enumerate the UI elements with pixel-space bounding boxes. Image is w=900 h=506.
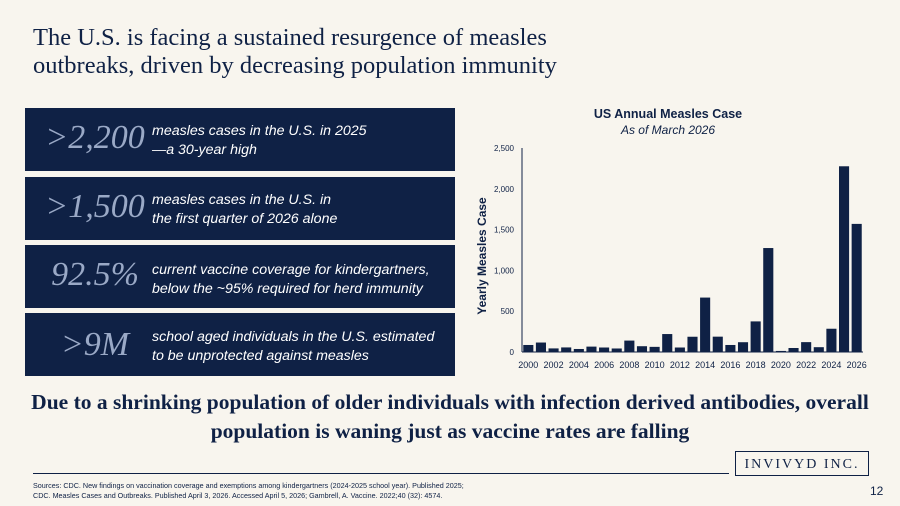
stat-card-unprotected: >9M school aged individuals in the U.S. … xyxy=(25,313,455,376)
stat-card-vaccine-coverage: 92.5% current vaccine coverage for kinde… xyxy=(25,245,455,308)
bar-2023 xyxy=(813,347,824,352)
bar-2012 xyxy=(674,347,685,352)
stat-description-line1: measles cases in the U.S. in 2025 xyxy=(152,123,367,139)
y-tick-label: 500 xyxy=(501,307,515,316)
bar-2024 xyxy=(826,328,837,352)
stat-description-line2: below the ~95% required for herd immunit… xyxy=(152,281,423,297)
y-axis-label: Yearly Measles Case xyxy=(475,197,489,315)
x-tick-label: 2024 xyxy=(821,360,841,370)
bar-2011 xyxy=(662,334,673,352)
bar-2003 xyxy=(561,347,572,352)
stat-description-line1: current vaccine coverage for kindergartn… xyxy=(152,262,430,278)
y-tick-label: 2,000 xyxy=(494,185,515,194)
sources-line1: Sources: CDC. New findings on vaccinatio… xyxy=(33,481,464,490)
x-tick-label: 2016 xyxy=(720,360,740,370)
stat-description-line2: —a 30-year high xyxy=(152,142,257,158)
bar-2014 xyxy=(700,297,711,352)
bar-2008 xyxy=(624,340,635,352)
headline: Due to a shrinking population of older i… xyxy=(31,390,869,443)
bar-2021 xyxy=(788,348,799,352)
stat-value: >9M xyxy=(60,326,130,363)
bar-2005 xyxy=(586,346,597,352)
page-title: The U.S. is facing a sustained resurgenc… xyxy=(33,24,557,79)
bar-2004 xyxy=(573,348,584,352)
stat-description-line1: measles cases in the U.S. in xyxy=(152,192,331,208)
stat-description-line2: the first quarter of 2026 alone xyxy=(152,211,338,227)
stat-description-line1: school aged individuals in the U.S. esti… xyxy=(152,329,435,345)
stat-value: >2,200 xyxy=(45,119,145,156)
x-tick-label: 2000 xyxy=(518,360,538,370)
stat-value: 92.5% xyxy=(51,256,139,293)
stat-description: school aged individuals in the U.S. esti… xyxy=(152,328,434,366)
bar-2007 xyxy=(611,348,622,352)
stat-description: measles cases in the U.S. in 2025 —a 30-y… xyxy=(152,122,367,160)
x-tick-label: 2026 xyxy=(847,360,867,370)
bar-2016 xyxy=(725,344,736,352)
y-tick-label: 2,500 xyxy=(494,144,515,153)
sources-footnote: Sources: CDC. New findings on vaccinatio… xyxy=(33,481,464,501)
x-tick-label: 2018 xyxy=(746,360,766,370)
x-tick-label: 2020 xyxy=(771,360,791,370)
y-tick-label: 1,500 xyxy=(494,226,515,235)
stat-card-2025-cases: >2,200 measles cases in the U.S. in 2025… xyxy=(25,108,455,171)
company-logo: INVIVYD INC. xyxy=(735,451,869,476)
chart-title: US Annual Measles Case xyxy=(594,107,742,121)
bar-2015 xyxy=(712,336,723,352)
x-tick-label: 2012 xyxy=(670,360,690,370)
bar-2020 xyxy=(775,350,786,352)
bar-2000 xyxy=(523,344,534,352)
stat-description: current vaccine coverage for kindergartn… xyxy=(152,261,430,299)
bar-2022 xyxy=(801,342,812,352)
bar-2026 xyxy=(851,223,862,352)
sources-line2: CDC. Measles Cases and Outbreaks. Publis… xyxy=(33,491,443,500)
page-number: 12 xyxy=(870,484,884,498)
bar-2013 xyxy=(687,336,698,352)
bar-2018 xyxy=(750,321,761,352)
y-tick-label: 0 xyxy=(510,348,515,357)
x-tick-label: 2002 xyxy=(544,360,564,370)
bar-2001 xyxy=(535,342,546,352)
bar-2009 xyxy=(636,346,648,352)
stat-value: >1,500 xyxy=(45,188,145,225)
bar-2025 xyxy=(839,166,850,352)
footer-divider xyxy=(33,473,729,474)
x-tick-label: 2006 xyxy=(594,360,614,370)
bar-2010 xyxy=(649,346,660,352)
bar-2019 xyxy=(763,248,774,352)
bar-2006 xyxy=(599,347,610,352)
y-tick-label: 1,000 xyxy=(494,266,515,275)
x-tick-label: 2004 xyxy=(569,360,589,370)
chart-subtitle: As of March 2026 xyxy=(620,123,715,137)
stat-description-line2: to be unprotected against measles xyxy=(152,348,369,364)
bar-2017 xyxy=(737,342,749,352)
stat-card-2026-q1-cases: >1,500 measles cases in the U.S. in the f… xyxy=(25,177,455,240)
x-tick-label: 2010 xyxy=(645,360,665,370)
x-tick-label: 2014 xyxy=(695,360,715,370)
bar-2002 xyxy=(548,348,559,352)
stat-description: measles cases in the U.S. in the first qu… xyxy=(152,191,337,229)
x-tick-label: 2022 xyxy=(796,360,816,370)
x-tick-label: 2008 xyxy=(619,360,639,370)
